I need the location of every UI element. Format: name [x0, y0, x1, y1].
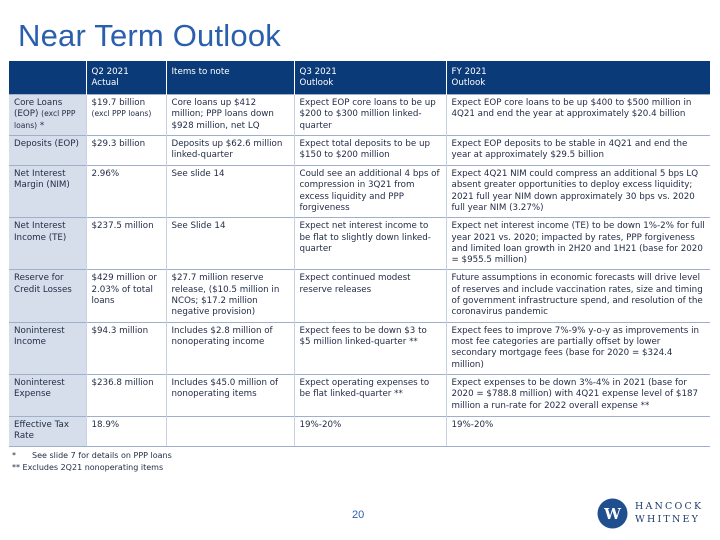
- header-q2-actual: Q2 2021 Actual: [86, 61, 167, 95]
- cell-actual: $429 million or 2.03% of total loans: [86, 269, 167, 323]
- cell-fy: Expect EOP deposits to be stable in 4Q21…: [446, 134, 710, 166]
- cell-q3: Could see an additional 4 bps of compres…: [294, 164, 447, 218]
- table-row-noninterest-income: Noninterest Income $94.3 million Include…: [9, 321, 710, 375]
- table-row-tax-rate: Effective Tax Rate 18.9% 19%-20% 19%-20%: [9, 415, 710, 447]
- cell-items: Deposits up $62.6 million linked-quarter: [166, 134, 295, 166]
- cell-items: See slide 14: [166, 164, 295, 218]
- cell-q3: 19%-20%: [294, 415, 447, 447]
- cell-fy: Future assumptions in economic forecasts…: [446, 269, 710, 323]
- cell-q3: Expect continued modest reserve releases: [294, 269, 447, 323]
- table-header-row: Q2 2021 Actual Items to note Q3 2021 Outlo…: [9, 61, 710, 95]
- cell-actual: $29.3 billion: [86, 134, 167, 166]
- cell-items: Includes $2.8 million of nonoperating in…: [166, 321, 295, 375]
- cell-fy: Expect expenses to be down 3%-4% in 2021…: [446, 373, 710, 417]
- row-label: Deposits (EOP): [9, 134, 87, 166]
- cell-actual: 18.9%: [86, 415, 167, 447]
- table-row-noninterest-expense: Noninterest Expense $236.8 million Inclu…: [9, 373, 710, 417]
- header-items-to-note: Items to note: [166, 61, 295, 95]
- row-label: Net Interest Income (TE): [9, 217, 87, 270]
- row-label: Net Interest Margin (NIM): [9, 164, 87, 218]
- cell-items: [166, 415, 295, 447]
- cell-items: See Slide 14: [166, 217, 295, 270]
- row-label: Noninterest Income: [9, 321, 87, 375]
- cell-q3: Expect EOP core loans to be up $200 to $…: [294, 94, 447, 136]
- cell-q3: Expect net interest income to be flat to…: [294, 217, 447, 270]
- cell-q3: Expect fees to be down $3 to $5 million …: [294, 321, 447, 375]
- hancock-whitney-logo-mark-icon: W: [597, 498, 628, 529]
- cell-fy: Expect net interest income (TE) to be do…: [446, 217, 710, 270]
- cell-fy: Expect EOP core loans to be up $400 to $…: [446, 94, 710, 136]
- cell-fy: Expect fees to improve 7%-9% y-o-y as im…: [446, 321, 710, 375]
- footnote-nonoperating: ** Excludes 2Q21 nonoperating items: [12, 462, 164, 472]
- page-title: Near Term Outlook: [18, 18, 281, 53]
- header-q3-outlook: Q3 2021 Outlook: [294, 61, 447, 95]
- table-row-deposits: Deposits (EOP) $29.3 billion Deposits up…: [9, 134, 710, 166]
- cell-actual: $237.5 million: [86, 217, 167, 270]
- cell-q3: Expect operating expenses to be flat lin…: [294, 373, 447, 417]
- cell-q3: Expect total deposits to be up $150 to $…: [294, 134, 447, 166]
- hancock-whitney-logo: W HANCOCK WHITNEY: [597, 498, 707, 532]
- cell-actual: $94.3 million: [86, 321, 167, 375]
- footnotes: * See slide 7 for details on PPP loans **…: [12, 450, 172, 473]
- page-number: 20: [352, 509, 365, 521]
- cell-items: Includes $45.0 million of nonoperating i…: [166, 373, 295, 417]
- row-label: Noninterest Expense: [9, 373, 87, 417]
- outlook-table: Q2 2021 Actual Items to note Q3 2021 Outlo…: [9, 61, 710, 447]
- row-label: Reserve for Credit Losses: [9, 269, 87, 323]
- footnote-ppp: * See slide 7 for details on PPP loans: [12, 451, 172, 460]
- header-blank: [9, 61, 87, 95]
- row-label: Core Loans (EOP) (excl PPP loans) *: [9, 94, 87, 136]
- row-label: Effective Tax Rate: [9, 415, 87, 447]
- cell-actual: 2.96%: [86, 164, 167, 218]
- table-row-core-loans: Core Loans (EOP) (excl PPP loans) * $19.…: [9, 94, 710, 136]
- cell-fy: 19%-20%: [446, 415, 710, 447]
- cell-actual: $19.7 billion (excl PPP loans): [86, 94, 167, 136]
- header-fy-outlook: FY 2021 Outlook: [446, 61, 710, 95]
- cell-items: $27.7 million reserve release, ($10.5 mi…: [166, 269, 295, 323]
- cell-fy: Expect 4Q21 NIM could compress an additi…: [446, 164, 710, 218]
- cell-items: Core loans up $412 million; PPP loans do…: [166, 94, 295, 136]
- table-row-nim: Net Interest Margin (NIM) 2.96% See slid…: [9, 164, 710, 218]
- logo-wordmark: HANCOCK WHITNEY: [635, 501, 704, 525]
- svg-text:W: W: [603, 505, 622, 523]
- cell-actual: $236.8 million: [86, 373, 167, 417]
- table-row-reserve: Reserve for Credit Losses $429 million o…: [9, 269, 710, 323]
- table-row-net-interest-income: Net Interest Income (TE) $237.5 million …: [9, 217, 710, 270]
